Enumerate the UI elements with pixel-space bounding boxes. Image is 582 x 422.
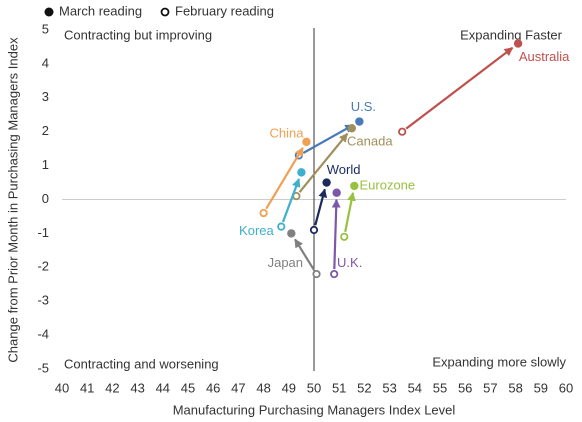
y-tick-label: 4: [42, 55, 49, 70]
march-point: [355, 117, 364, 126]
x-tick-label: 57: [483, 380, 497, 395]
change-arrow: [405, 46, 514, 130]
x-tick-label: 56: [458, 380, 472, 395]
legend-label: March reading: [59, 3, 142, 18]
x-tick-label: 41: [80, 380, 94, 395]
legend-marker-march: [44, 7, 54, 17]
change-arrow: [265, 147, 304, 210]
x-tick-label: 48: [256, 380, 270, 395]
change-arrow: [314, 188, 328, 226]
y-tick-label: 1: [42, 157, 49, 172]
y-tick-label: -4: [37, 327, 49, 342]
march-point: [297, 168, 306, 177]
x-tick-label: 46: [206, 380, 220, 395]
february-point: [277, 222, 286, 231]
february-point: [312, 269, 321, 279]
march-point: [322, 178, 331, 187]
y-tick-label: 2: [42, 123, 49, 138]
y-tick-label: -5: [37, 360, 49, 375]
x-tick-label: 49: [282, 380, 296, 395]
x-tick-label: 54: [408, 380, 422, 395]
x-tick-label: 52: [357, 380, 371, 395]
quadrant-annotation: Contracting but improving: [64, 27, 212, 42]
change-arrow: [281, 178, 301, 223]
x-tick-label: 55: [433, 380, 447, 395]
y-tick-label: -3: [37, 293, 49, 308]
march-point: [332, 188, 341, 197]
x-tick-label: 58: [508, 380, 522, 395]
change-arrow: [344, 191, 356, 233]
x-tick-label: 47: [231, 380, 245, 395]
february-point: [259, 208, 268, 218]
x-tick-label: 40: [55, 380, 69, 395]
y-axis-label: Change from Prior Month in Purchasing Ma…: [5, 37, 20, 363]
x-tick-label: 42: [105, 380, 119, 395]
series-label: World: [327, 162, 361, 177]
quadrant-annotation: Expanding Faster: [460, 27, 563, 42]
legend-label: February reading: [175, 3, 274, 18]
change-arrow: [298, 133, 349, 193]
series-label: Australia: [519, 49, 570, 64]
series-label: U.K.: [337, 255, 362, 270]
series-label: U.S.: [351, 99, 376, 114]
x-tick-label: 43: [130, 380, 144, 395]
x-tick-label: 51: [332, 380, 346, 395]
legend-marker-february: [160, 7, 170, 17]
x-tick-label: 59: [534, 380, 548, 395]
series-label: Japan: [268, 255, 303, 270]
y-tick-label: -1: [37, 225, 49, 240]
march-point: [287, 229, 296, 238]
series-label: Eurozone: [359, 177, 415, 192]
february-point: [340, 232, 349, 241]
y-tick-label: 3: [42, 89, 49, 104]
y-tick-label: 5: [42, 21, 49, 36]
x-tick-label: 45: [181, 380, 195, 395]
series-label: Korea: [239, 223, 274, 238]
quadrant-annotation: Expanding more slowly: [432, 354, 566, 369]
march-point: [350, 181, 359, 191]
y-tick-label: 0: [42, 191, 49, 206]
change-arrow: [302, 123, 355, 154]
series-label: Canada: [347, 134, 393, 149]
march-point: [513, 39, 523, 48]
change-arrow: [294, 238, 315, 271]
february-point: [398, 127, 407, 136]
quadrant-annotation: Contracting and worsening: [64, 356, 219, 371]
y-tick-label: -2: [37, 259, 49, 274]
march-point: [347, 124, 356, 133]
x-tick-label: 60: [559, 380, 573, 395]
march-point: [302, 137, 311, 147]
february-point: [309, 225, 319, 235]
february-point: [330, 269, 339, 279]
x-tick-label: 53: [382, 380, 396, 395]
series-label: China: [269, 125, 304, 140]
x-tick-label: 50: [307, 380, 321, 395]
x-tick-label: 44: [156, 380, 170, 395]
x-axis-label: Manufacturing Purchasing Managers Index …: [173, 402, 456, 417]
change-arrow: [331, 198, 341, 270]
